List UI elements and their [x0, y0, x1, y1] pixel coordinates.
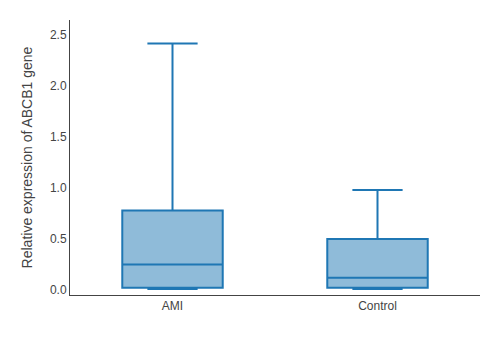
svg-text:Relative expression of ABCB1 g: Relative expression of ABCB1 gene	[19, 46, 35, 268]
svg-text:1.5: 1.5	[50, 130, 67, 144]
svg-text:AMI: AMI	[162, 299, 183, 313]
svg-text:2.5: 2.5	[50, 28, 67, 42]
svg-text:0.5: 0.5	[50, 232, 67, 246]
svg-text:Control: Control	[358, 299, 397, 313]
svg-text:2.0: 2.0	[50, 79, 67, 93]
svg-text:0.0: 0.0	[50, 283, 67, 297]
svg-text:1.0: 1.0	[50, 181, 67, 195]
